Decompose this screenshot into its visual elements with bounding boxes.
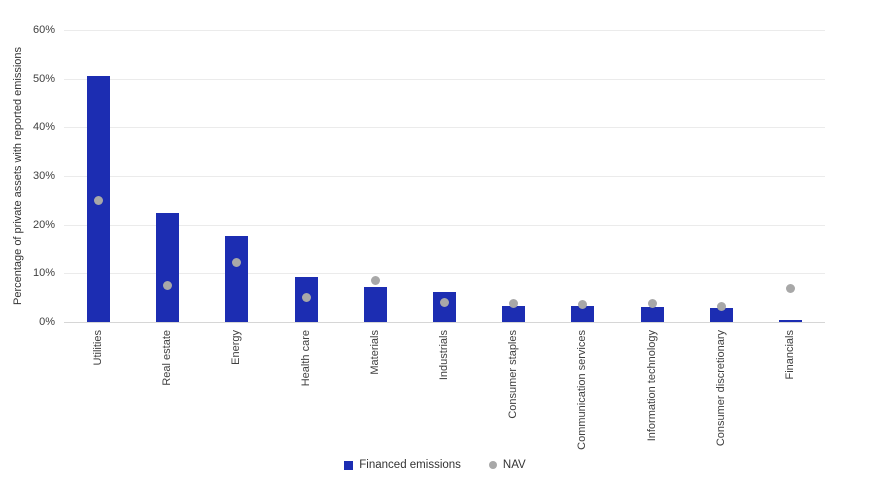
nav-dot-communication-services [578, 299, 588, 309]
bar-financials [778, 319, 802, 322]
nav-dot-consumer-discretionary [716, 301, 726, 311]
y-tick-label: 0% [39, 316, 55, 328]
gridline [64, 273, 825, 275]
y-tick-label: 40% [32, 121, 55, 134]
y-axis-tick-labels: 0% 10% 20% 30% 40% 50% 60% [0, 24, 55, 328]
x-axis-label-industrials: Industrials [438, 330, 450, 381]
nav-dot-energy [232, 258, 242, 268]
y-tick-label: 10% [32, 267, 55, 280]
financed-emissions-square-icon [344, 460, 354, 470]
bar-industrials [433, 291, 456, 322]
bar-consumer-staples [502, 305, 526, 322]
x-axis-label-consumer-discretionary: Consumer discretionary [714, 330, 727, 447]
y-tick-label: 30% [32, 170, 55, 182]
gridline [64, 224, 825, 226]
x-axis-label-communication-services: Communication services [576, 330, 589, 450]
nav-dot-industrials [440, 297, 449, 307]
chart-legend: Financed emissions NAV [0, 459, 870, 471]
nav-dot-financials [785, 284, 795, 294]
bar-energy [225, 235, 249, 322]
x-axis-label-financials: Financials [783, 330, 796, 380]
gridline [64, 30, 825, 31]
legend-item-financed-emissions: Financed emissions [344, 459, 461, 471]
legend-label-nav: NAV [502, 459, 526, 471]
x-axis-label-materials: Materials [368, 330, 381, 375]
x-axis-label-consumer-staples: Consumer staples [507, 330, 520, 419]
bar-materials [363, 287, 387, 322]
bar-real-estate [156, 213, 180, 322]
gridline [64, 127, 825, 129]
x-axis-labels: Utilities Real estate Energy Health care Mat… [64, 330, 825, 460]
nav-dot-utilities [94, 195, 104, 205]
y-tick-label: 20% [32, 218, 55, 231]
gridline [64, 78, 825, 80]
x-axis-label-health-care: Health care [299, 330, 312, 387]
legend-item-nav: NAV [488, 459, 526, 471]
legend-label-financed-emissions: Financed emissions [359, 459, 461, 471]
x-axis-label-energy: Energy [230, 330, 243, 365]
nav-dot-consumer-staples [509, 299, 519, 309]
nav-dot-real-estate [163, 281, 173, 290]
bar-consumer-discretionary [709, 307, 733, 322]
nav-circle-icon [488, 461, 497, 469]
x-axis-label-utilities: Utilities [92, 330, 105, 366]
x-axis-label-information-technology: Information technology [645, 330, 658, 442]
gridline [64, 176, 825, 177]
x-axis-label-real-estate: Real estate [161, 330, 174, 386]
plot-area [64, 30, 825, 323]
y-tick-label: 50% [32, 72, 55, 85]
y-tick-label: 60% [32, 24, 55, 36]
nav-dot-health-care [301, 293, 311, 303]
nav-dot-information-technology [647, 298, 657, 308]
bar-communication-services [571, 305, 595, 322]
bar-information-technology [640, 306, 664, 322]
nav-dot-materials [370, 275, 380, 285]
x-axis-line [64, 322, 825, 323]
